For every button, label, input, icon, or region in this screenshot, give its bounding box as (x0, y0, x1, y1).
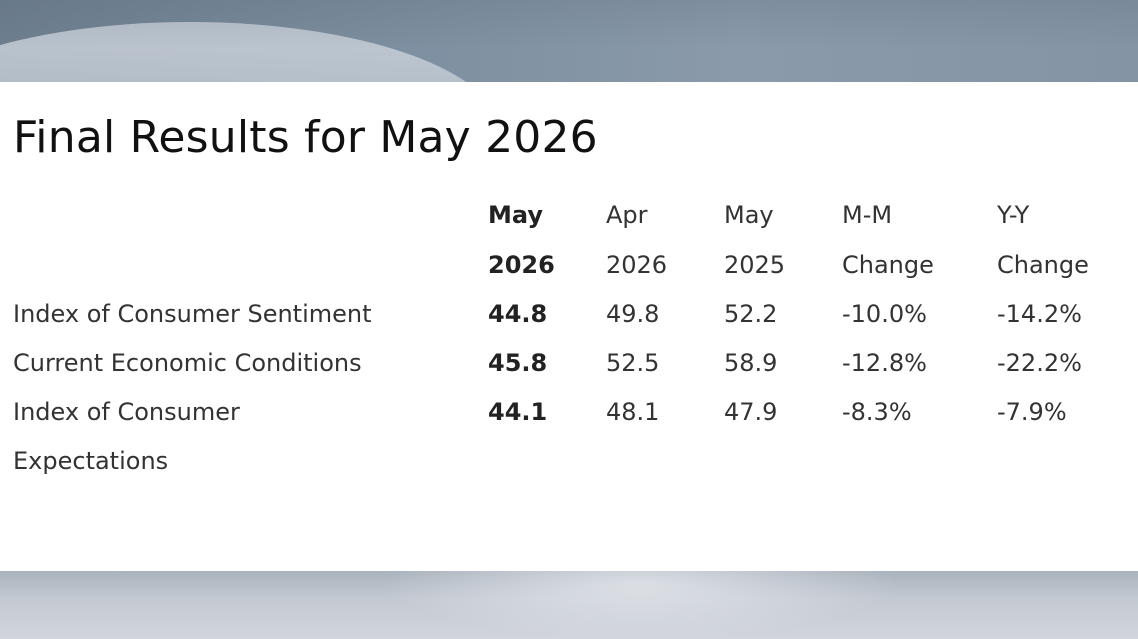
value-apr-2026: 48.1 (606, 398, 660, 426)
value-apr-2026: 52.5 (606, 349, 660, 377)
header-mm-change-line2: Change (842, 251, 934, 279)
value-mm-change: -10.0% (842, 300, 927, 328)
header-yy-change-line1: Y-Y (997, 201, 1030, 229)
header-apr-2026-line2: 2026 (606, 251, 668, 279)
value-yy-change: -22.2% (997, 349, 1082, 377)
value-apr-2026: 49.8 (606, 300, 660, 328)
header-may-2026-line2: 2026 (488, 251, 555, 279)
banner-shade (0, 0, 1138, 82)
row-label-line2: Expectations (13, 447, 169, 475)
value-yy-change: -14.2% (997, 300, 1082, 328)
value-may-2025: 52.2 (724, 300, 778, 328)
header-apr-2026-line1: Apr (606, 201, 648, 229)
value-may-2026: 45.8 (488, 349, 548, 377)
row-label: Index of Consumer Sentiment (13, 300, 372, 328)
value-may-2025: 58.9 (724, 349, 778, 377)
value-may-2025: 47.9 (724, 398, 778, 426)
page-title: Final Results for May 2026 (13, 112, 598, 163)
top-banner (0, 0, 1138, 82)
header-yy-change-line2: Change (997, 251, 1089, 279)
header-may-2026-line1: May (488, 201, 543, 229)
bottom-band-glow (380, 571, 900, 639)
value-may-2026: 44.8 (488, 300, 548, 328)
row-label: Index of Consumer Expectations (13, 388, 433, 486)
value-mm-change: -8.3% (842, 398, 912, 426)
header-mm-change-line1: M-M (842, 201, 893, 229)
value-may-2026: 44.1 (488, 398, 548, 426)
bottom-band (0, 571, 1138, 639)
value-mm-change: -12.8% (842, 349, 927, 377)
value-yy-change: -7.9% (997, 398, 1067, 426)
row-label: Current Economic Conditions (13, 349, 362, 377)
header-may-2025-line1: May (724, 201, 774, 229)
header-may-2025-line2: 2025 (724, 251, 786, 279)
row-label-line1: Index of Consumer (13, 398, 240, 426)
